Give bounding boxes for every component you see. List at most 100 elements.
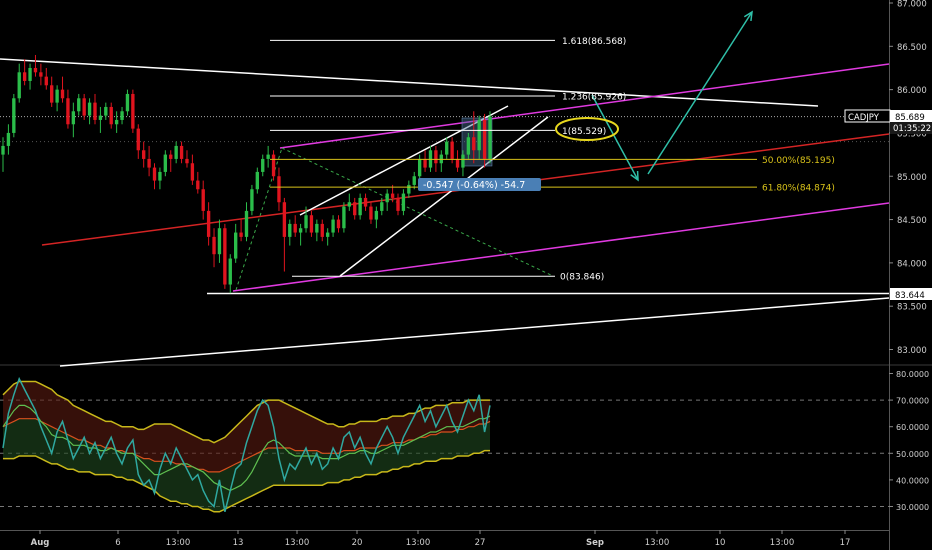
measure-label-box — [418, 178, 541, 191]
price-axis[interactable]: 87.000 86.500 86.000 85.500 85.000 84.500 84.0… — [889, 0, 927, 356]
candle-body — [142, 150, 146, 159]
candle-body — [60, 89, 65, 99]
candle-body — [185, 158, 189, 164]
candle-body — [71, 111, 76, 125]
candle-body — [169, 154, 173, 159]
candle-body — [401, 193, 406, 211]
candle-body — [336, 219, 341, 229]
candle-body — [271, 154, 276, 177]
rsi-line — [2, 376, 491, 512]
candle-body — [331, 219, 335, 233]
candle-body — [342, 206, 346, 229]
candle-body — [82, 98, 86, 116]
candle-body — [309, 215, 314, 233]
projection-arrow-down-shaft — [591, 94, 639, 181]
countdown-box — [890, 122, 932, 134]
osc-tick-label: 80.0000 — [896, 370, 929, 379]
rising-support-line — [59, 297, 890, 367]
time-tick-label: 27 — [475, 538, 486, 548]
measure-label-text: -0.547 (-0.64%) -54.7 — [423, 180, 525, 191]
last-price-box — [890, 110, 932, 122]
price-tick-label: 83.500 — [897, 303, 927, 313]
candle-body — [234, 232, 238, 259]
osc-tick-label: 60.0000 — [896, 423, 929, 432]
time-tick-label: 10 — [715, 538, 726, 548]
fib-level-label: 1.618(86.568) — [562, 37, 626, 47]
candle-body — [385, 193, 389, 203]
candle-body — [412, 176, 416, 185]
descending-trendline — [0, 58, 819, 107]
measure-label[interactable]: -0.547 (-0.64%) -54.7 — [418, 178, 541, 191]
candle-body — [98, 115, 103, 120]
candle-body — [131, 93, 135, 129]
upper-band-line — [2, 380, 490, 444]
candle-body — [190, 163, 195, 181]
candle-body — [277, 176, 281, 203]
last-price-value: 85.689 — [895, 113, 925, 123]
candle-body — [196, 180, 200, 190]
candle-body — [347, 202, 351, 207]
candle-body — [87, 102, 92, 116]
price-tick-label: 84.500 — [897, 216, 927, 226]
price-tick-label: 86.000 — [897, 86, 927, 96]
candle-body — [66, 98, 70, 125]
candle-body — [477, 119, 481, 151]
oscillator-lines — [2, 376, 491, 513]
candle-body — [282, 202, 287, 237]
candle-body — [109, 106, 113, 125]
candle-body — [396, 197, 400, 211]
candle-body — [114, 119, 119, 125]
candle-body — [39, 72, 43, 77]
oscillator-axis[interactable]: 80.0000 70.0000 60.0000 50.0000 40.0000 30.00… — [889, 370, 929, 512]
price-tick-label: 83.000 — [897, 346, 927, 356]
price-tick-label: 86.500 — [897, 43, 927, 53]
time-tick-label: 13:00 — [166, 538, 191, 548]
last-price-tag: 85.689 01:35:22 — [890, 110, 932, 134]
candle-body — [417, 158, 422, 177]
candle-body — [77, 98, 81, 112]
time-tick-label: Aug — [31, 538, 50, 548]
candle-body — [380, 202, 384, 211]
candle-body — [325, 232, 330, 237]
low-price-value: 83.644 — [895, 291, 925, 301]
fib-level-label: 1.236(85.926) — [562, 93, 626, 103]
time-tick-label: Sep — [586, 538, 604, 548]
fib-level-label: 0(83.846) — [560, 273, 604, 283]
candle-body — [179, 145, 184, 159]
candle-body — [152, 167, 157, 181]
price-tick-label: 87.000 — [897, 0, 927, 10]
candle-body — [33, 67, 38, 73]
candle-body — [50, 85, 54, 103]
candle-body — [434, 150, 438, 164]
candle-body — [390, 193, 395, 198]
symbol-tag: CADJPY — [848, 113, 880, 123]
candle-body — [136, 128, 140, 151]
countdown-value: 01:35:22 — [893, 124, 931, 134]
candle-body — [482, 119, 487, 159]
projection-arrow-down-head — [630, 170, 639, 182]
candle-body — [217, 228, 222, 255]
candle-body — [304, 215, 308, 229]
candle-body — [104, 106, 108, 116]
candle-body — [201, 189, 205, 211]
flag-lower-line — [339, 116, 549, 277]
projection-arrow-up-head — [743, 10, 753, 22]
candle-body — [244, 210, 249, 237]
time-tick-label: 13:00 — [770, 538, 795, 548]
time-tick-label: 13:00 — [285, 538, 310, 548]
low-price-tag: 83.644 — [890, 288, 932, 301]
fib-level-label: 1(85.529) — [562, 127, 606, 137]
candle-body — [369, 206, 373, 220]
oscillator-bands — [0, 381, 889, 512]
candle-body — [125, 93, 130, 112]
band-upper-fill — [3, 381, 490, 472]
channel-upper-line — [279, 63, 890, 149]
projection-arrow-up-shaft — [647, 11, 753, 175]
candle-body — [293, 223, 297, 233]
candle-body — [445, 141, 449, 155]
time-axis[interactable]: Aug 6 13:00 13 13:00 20 13:00 27 Sep 13:00 10 13:00… — [31, 530, 851, 548]
candle-body — [407, 184, 411, 194]
candle-body — [455, 158, 460, 168]
swing-down-dashed — [281, 147, 554, 277]
time-tick-label: 20 — [352, 538, 363, 548]
